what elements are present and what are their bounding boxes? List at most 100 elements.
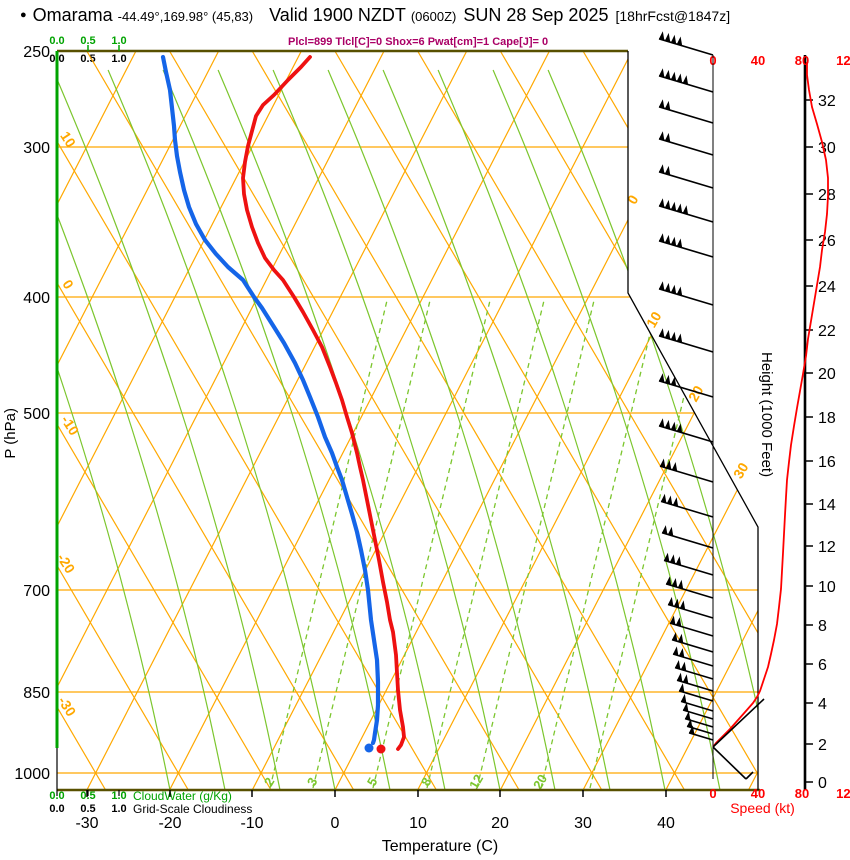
height-tick-label: 10: [818, 579, 836, 596]
mixing-ratio-line: [540, 299, 659, 789]
wind-barb-pennant: [681, 693, 687, 703]
wind-barb-pennant: [667, 526, 674, 537]
wind-barb-pennant: [664, 69, 671, 80]
speed-tick-label-top: 80: [795, 53, 809, 68]
wind-barb-pennant: [660, 458, 666, 468]
wind-barb-pennant: [677, 633, 684, 644]
wind-barb-pennant: [664, 234, 671, 245]
temperature-curve: [241, 55, 406, 751]
wind-barb-pennant: [664, 165, 671, 176]
moist-adiabat-line: [107, 69, 336, 790]
temp-tick-label: 0: [331, 815, 340, 832]
mixing-ratio-line: [372, 299, 491, 789]
wind-barb-pennant: [670, 376, 677, 386]
wind-barb-pennant: [659, 131, 665, 141]
pressure-tick-label: 850: [23, 685, 50, 702]
wind-barb-pennant: [664, 419, 671, 430]
temp-tick-label: 20: [491, 815, 509, 832]
height-tick-label: 24: [818, 279, 836, 296]
height-tick-label: 8: [818, 618, 827, 635]
wind-barb-pennant: [673, 646, 679, 656]
isotherm-line: [251, 51, 633, 790]
speed-tick-label-bottom: 0: [709, 786, 716, 801]
moist-adiabat-line: [162, 69, 391, 790]
plot-gridlines: [0, 51, 758, 790]
wind-barb-pennant: [673, 598, 680, 608]
wind-barb-pennant: [676, 203, 683, 213]
dry-adiabat-line: [582, 51, 758, 790]
station-coordinates: -44.49°,169.98° (45,83): [117, 9, 254, 24]
mixing-ratio-label: 3: [304, 775, 321, 789]
temp-tick-label: -20: [158, 815, 181, 832]
height-tick-label: 20: [818, 366, 836, 383]
wind-barb: [678, 690, 714, 702]
dry-adiabat-line: [57, 51, 437, 790]
station-name: Omarama: [32, 5, 113, 25]
temp-tick-label: 30: [574, 815, 592, 832]
wind-barb-pennant: [670, 34, 677, 44]
wind-barb-pennant: [669, 554, 676, 564]
moist-adiabat-line: [272, 69, 501, 790]
wind-barb: [684, 717, 714, 728]
speed-tick-label-bottom: 80: [795, 786, 809, 801]
height-tick-label: 12: [818, 539, 836, 556]
wind-barb-pennant: [664, 374, 671, 385]
wind-barb-pennant: [659, 164, 665, 174]
wind-barb-pennant: [685, 711, 691, 721]
wind-barb-pennant: [682, 75, 689, 85]
temp-tick-label: -30: [75, 815, 98, 832]
wind-barb-pennant: [682, 205, 689, 215]
wind-barb-pennant: [659, 281, 665, 291]
speed-tick-label-bottom: 40: [751, 786, 765, 801]
wind-barb-pennant: [662, 525, 668, 535]
dry-adiabat-line: [499, 51, 758, 790]
wind-barb-pennant: [676, 333, 683, 343]
wind-barb-pennant: [671, 578, 678, 588]
dry-adiabat-line: [168, 51, 603, 790]
temperature-axis-title: Temperature (C): [381, 838, 499, 855]
surface-wind-barb: [712, 698, 765, 748]
dry-adiabat-line: [57, 51, 355, 790]
wind-barb-pennant: [671, 462, 678, 472]
height-tick-label: 4: [818, 696, 827, 713]
dry-adiabat-line: [57, 51, 272, 790]
height-tick-label: 16: [818, 454, 836, 471]
height-tick-label: 14: [818, 497, 836, 514]
dry-adiabat-label: 10: [57, 128, 79, 150]
wind-barb: [686, 725, 714, 735]
mixing-ratio-label: 5: [364, 775, 381, 789]
mixing-ratio-label: 2: [261, 775, 278, 789]
wind-barb-pennant: [676, 238, 683, 248]
forecast-run-info: [18hrFcst@1847z]: [615, 8, 731, 24]
wind-barb-pennant: [682, 674, 689, 684]
sounding-parameters: Plcl=899 Tlcl[C]=0 Shox=6 Pwat[cm]=1 Cap…: [288, 36, 549, 48]
wind-barb-pennant: [668, 596, 674, 607]
valid-date: SUN 28 Sep 2025: [463, 5, 609, 25]
height-tick-label: 18: [818, 410, 836, 427]
isotherm-line: [417, 51, 758, 790]
speed-tick-label-top: 120: [836, 53, 850, 68]
isotherm-line: [499, 51, 758, 790]
wind-barb-pennant: [664, 552, 670, 562]
plot-frame-right: [627, 51, 759, 790]
wind-barb-pennant: [664, 329, 671, 340]
dry-adiabat-line: [417, 51, 758, 790]
dry-adiabat-line: [0, 51, 23, 790]
pressure-tick-label: 400: [23, 290, 50, 307]
pressure-tick-label: 1000: [14, 766, 50, 783]
wind-barb-pennant: [677, 672, 683, 682]
wind-barb-pennant: [664, 32, 671, 43]
wind-barb-pennant: [675, 556, 682, 566]
surface-wind-barb: [712, 746, 747, 780]
isotherm-label: 30: [730, 460, 752, 482]
wind-barb-pennant: [659, 418, 665, 428]
height-axis-title: Height (1000 Feet): [758, 352, 775, 478]
dry-adiabat-line: [251, 51, 686, 790]
wind-barbs: [658, 31, 765, 780]
dry-adiabat-label: 0: [59, 277, 77, 292]
moist-adiabat-line: [327, 69, 556, 790]
wind-barb: [680, 700, 714, 712]
wind-barb-pennant: [672, 497, 679, 507]
wind-barb-pennant: [670, 331, 677, 341]
